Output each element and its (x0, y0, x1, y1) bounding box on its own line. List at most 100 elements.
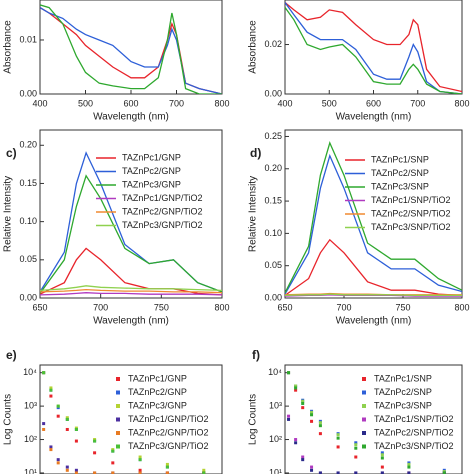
x-tick-label: 400 (277, 98, 292, 108)
y-tick-label: 0.05 (264, 260, 282, 270)
y-axis-label: Relative Intensity (3, 176, 14, 252)
panel-label: d) (250, 146, 261, 160)
data-point (65, 427, 69, 431)
data-point (301, 455, 305, 459)
legend-swatch (362, 417, 366, 422)
series-line (40, 174, 222, 294)
data-point (301, 399, 305, 403)
data-point (111, 449, 115, 453)
x-axis-label: Wavelength (nm) (93, 316, 169, 327)
y-tick-label: 0.02 (264, 39, 282, 49)
data-point (336, 471, 340, 474)
data-point (294, 384, 298, 388)
y-tick-label: 0.01 (19, 34, 37, 44)
data-point (354, 455, 358, 459)
data-point (407, 462, 411, 466)
x-axis-label: Wavelength (nm) (336, 112, 412, 123)
panel-label: c) (6, 146, 17, 160)
legend-label: TAZnPc1/SNP/TiO2 (371, 195, 451, 205)
plot-frame (284, 364, 463, 474)
data-point (42, 371, 46, 375)
y-tick-label: 0.05 (19, 254, 37, 264)
data-point (165, 471, 169, 474)
x-tick-label: 700 (169, 98, 184, 108)
y-tick-label: 10³ (269, 400, 282, 410)
data-point (310, 410, 314, 414)
panel: 400 500 600 700 800 0.00 0.02 Wavelength (nm) Ab… (248, 0, 470, 123)
x-tick-label: 600 (366, 98, 381, 108)
data-point (287, 371, 291, 375)
data-point (301, 401, 305, 405)
legend-swatch (116, 390, 120, 395)
legend-swatch (116, 417, 120, 422)
y-tick-label: 10² (24, 434, 37, 444)
data-point (318, 424, 322, 428)
legend-label: TAZnPc1/GNP/TiO2 (122, 193, 203, 203)
data-point (407, 471, 411, 474)
data-point (49, 448, 53, 452)
legend-label: TAZnPc3/SNP/TiO2 (371, 222, 451, 232)
legend-label: TAZnPc3/SNP (371, 181, 429, 191)
data-point (65, 416, 69, 420)
data-point (111, 471, 115, 474)
panel: c) 650 700 750 800 0.00 0.05 0.10 0.15 0.20 Wavele… (3, 129, 230, 327)
legend-swatch (362, 431, 366, 435)
data-point (318, 432, 322, 436)
x-tick-label: 750 (154, 302, 169, 312)
series-line (285, 7, 462, 94)
y-tick-label: 0.15 (264, 195, 282, 205)
series-line (285, 293, 462, 297)
series-line (285, 141, 462, 294)
series-line (285, 2, 462, 94)
data-point (301, 406, 305, 410)
data-point (380, 465, 384, 469)
data-point (310, 465, 314, 469)
y-tick-label: 0.00 (19, 292, 37, 302)
plot-frame (284, 129, 463, 299)
x-tick-label: 500 (78, 98, 93, 108)
data-point (442, 471, 446, 474)
series-line (40, 285, 222, 292)
y-tick-label: 10¹ (269, 467, 282, 474)
plot-area (287, 371, 446, 474)
data-point (407, 461, 411, 465)
legend-label: TAZnPc1/SNP (371, 154, 429, 164)
y-axis-label: Absorbance (3, 20, 14, 74)
y-axis-label: Relative Intensity (248, 176, 259, 252)
y-axis-label: Log Counts (3, 394, 14, 445)
data-point (138, 458, 142, 462)
data-point (74, 471, 78, 474)
x-tick-label: 700 (410, 98, 425, 108)
plot-area (42, 371, 206, 474)
y-tick-label: 10² (269, 434, 282, 444)
data-point (74, 427, 78, 431)
panel-label: f) (252, 348, 260, 362)
series-line (40, 4, 222, 94)
y-tick-label: 10³ (24, 400, 37, 410)
data-point (294, 388, 298, 392)
data-point (407, 465, 411, 469)
data-point (354, 446, 358, 450)
legend-label: TAZnPc3/GNP (128, 400, 187, 410)
data-point (354, 471, 358, 474)
data-point (294, 386, 298, 390)
series-line (40, 7, 222, 94)
series-line (40, 288, 222, 294)
legend-label: TAZnPc2/SNP/TiO2 (371, 208, 451, 218)
data-point (74, 468, 78, 472)
data-point (318, 471, 322, 474)
x-tick-label: 650 (277, 302, 292, 312)
data-point (336, 445, 340, 449)
data-point (56, 458, 60, 462)
x-tick-label: 650 (32, 302, 47, 312)
series-line (285, 238, 462, 297)
data-point (380, 451, 384, 455)
x-axis-label: Wavelength (nm) (336, 316, 412, 327)
y-tick-label: 10⁴ (268, 367, 282, 377)
legend-swatch (362, 390, 366, 395)
series-line (40, 247, 222, 296)
data-point (65, 417, 69, 421)
legend-swatch (116, 404, 120, 408)
y-tick-label: 0.20 (19, 140, 37, 150)
